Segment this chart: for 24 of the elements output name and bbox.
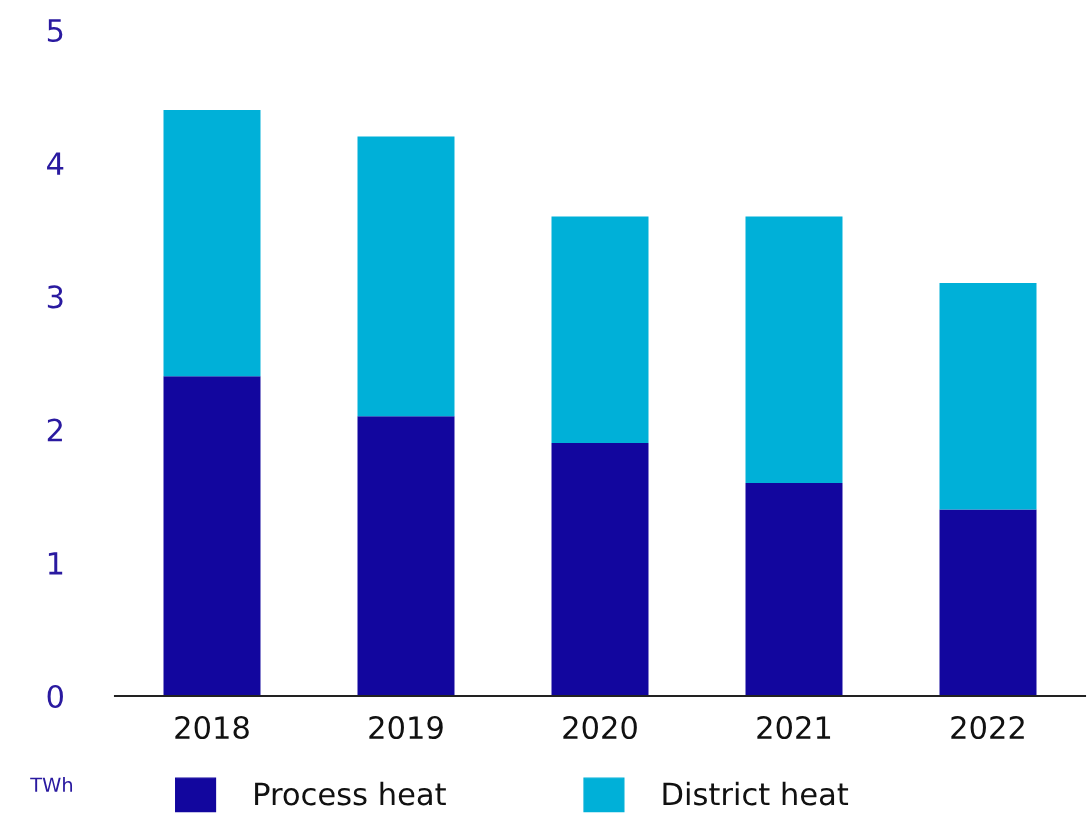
y-tick-label: 4 (47, 152, 64, 175)
bar (939, 509, 1037, 696)
x-tick-label: 2021 (757, 715, 831, 740)
bar (357, 136, 455, 417)
bar (745, 216, 843, 483)
bar (551, 442, 649, 696)
x-tick-label: 2018 (175, 715, 249, 740)
legend-label: District heat (663, 781, 849, 806)
x-tick-label: 2022 (951, 715, 1024, 740)
bar (163, 109, 261, 377)
y-tick-label: 3 (47, 285, 63, 309)
bar (357, 416, 455, 696)
bar (745, 482, 843, 696)
bar (939, 283, 1037, 510)
x-tick-label: 2020 (563, 715, 637, 740)
x-tick-label: 2019 (369, 715, 443, 740)
bar (163, 376, 261, 696)
y-axis-title: TWh (30, 777, 73, 792)
y-tick-label: 0 (47, 684, 63, 709)
legend-label: Process heat (255, 781, 446, 806)
y-tick-label: 2 (47, 418, 62, 442)
bar (551, 216, 649, 443)
y-tick-label: 5 (47, 19, 63, 43)
y-tick-label: 1 (48, 552, 63, 575)
